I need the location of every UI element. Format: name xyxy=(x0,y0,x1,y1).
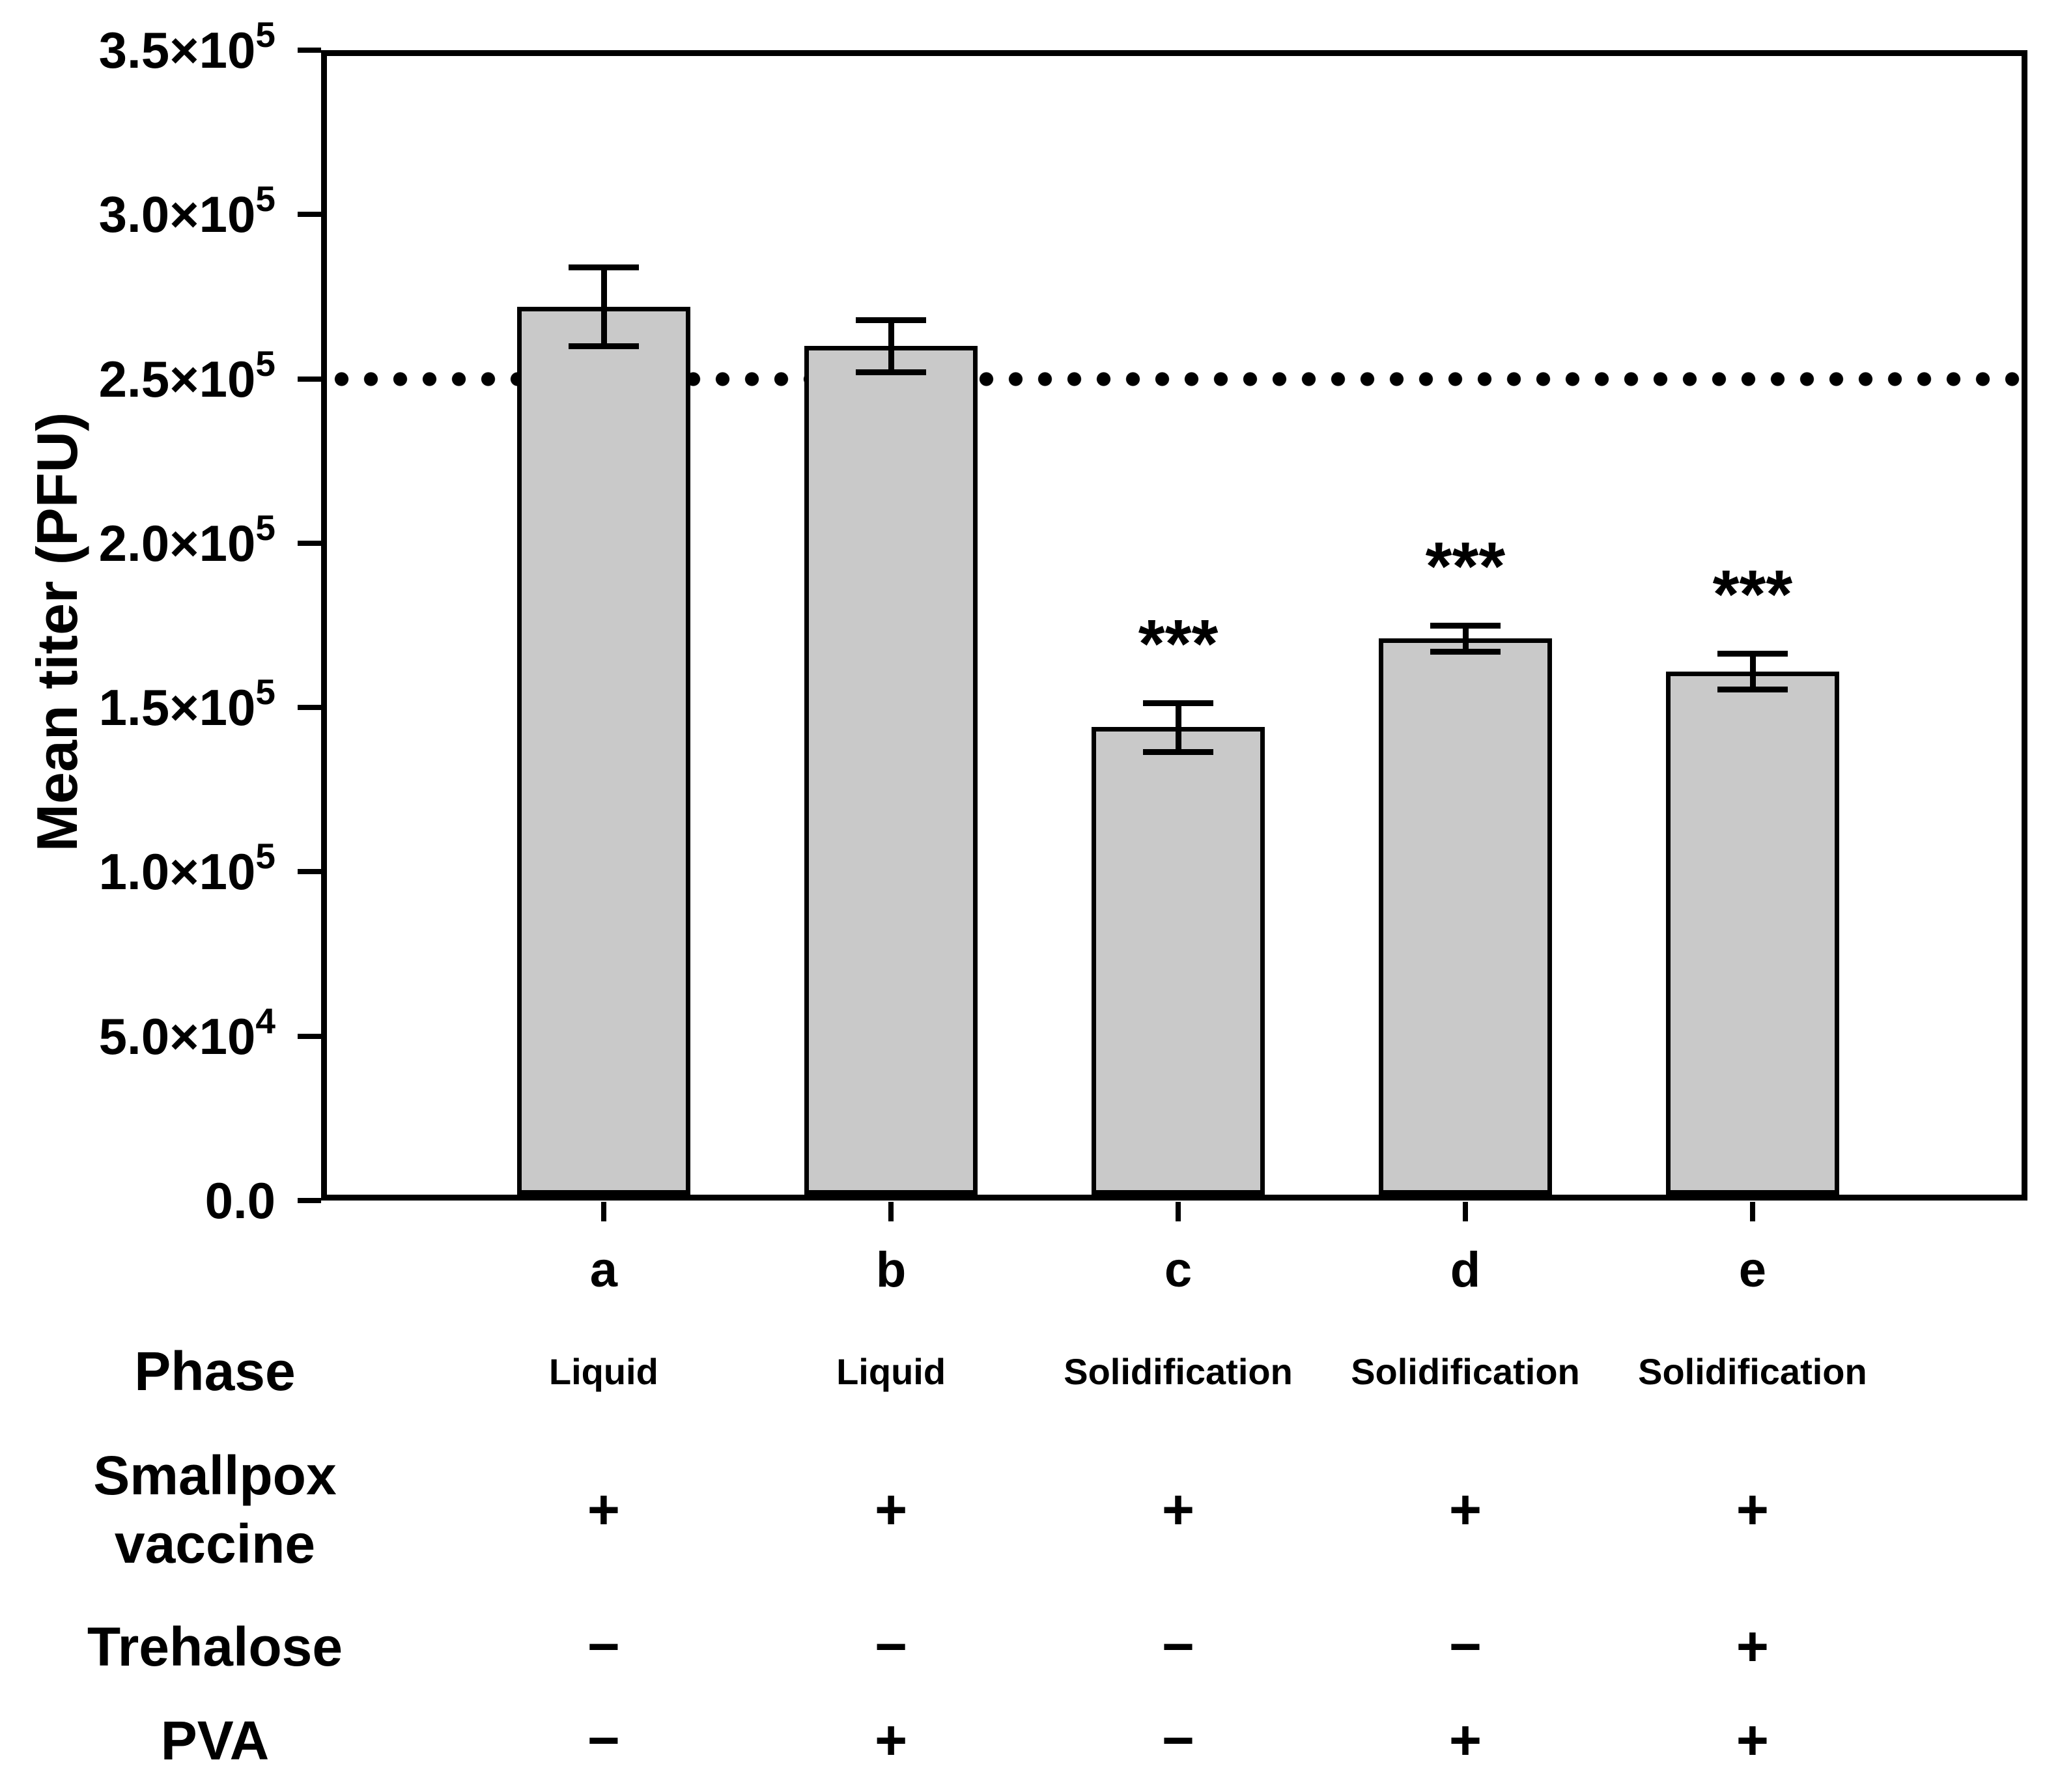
y-axis-tick-5 xyxy=(298,376,321,382)
y-axis-tick-2 xyxy=(298,869,321,875)
table-cell-r2-c2: − xyxy=(1161,1615,1195,1678)
table-cell-r1-c4: + xyxy=(1736,1478,1770,1541)
y-tick-label-6: 3.0×105 xyxy=(98,178,275,244)
error-whisker-b xyxy=(888,319,895,373)
error-cap-bottom-a xyxy=(568,343,639,350)
reference-dotted-line xyxy=(327,371,2022,386)
table-cell-r0-c4: Solidification xyxy=(1638,1350,1867,1392)
y-axis-tick-7 xyxy=(298,48,321,53)
table-cell-r3-c3: + xyxy=(1448,1709,1482,1772)
error-cap-bottom-b xyxy=(856,369,927,376)
table-row-label-3: PVA xyxy=(160,1709,270,1771)
bar-b xyxy=(804,346,978,1195)
table-cell-r3-c0: − xyxy=(587,1709,620,1772)
table-row-label-0: Phase xyxy=(134,1340,296,1402)
table-cell-r1-c3: + xyxy=(1448,1478,1482,1541)
y-tick-exponent-6: 5 xyxy=(255,178,275,220)
category-label-a: a xyxy=(589,1242,617,1298)
x-axis-tick-e xyxy=(1749,1202,1755,1221)
y-tick-exponent-5: 5 xyxy=(255,343,275,384)
table-cell-r0-c3: Solidification xyxy=(1351,1350,1580,1392)
table-cell-r1-c0: + xyxy=(587,1478,620,1541)
error-cap-bottom-d xyxy=(1430,649,1501,655)
y-tick-exponent-4: 5 xyxy=(255,507,275,548)
significance-stars-d: *** xyxy=(1425,528,1506,604)
y-tick-label-2: 1.0×105 xyxy=(98,836,275,901)
table-cell-r2-c0: − xyxy=(587,1615,620,1678)
category-label-c: c xyxy=(1164,1242,1192,1298)
y-axis-title: Mean titer (PFU) xyxy=(25,412,89,852)
table-cell-r0-c1: Liquid xyxy=(836,1350,946,1392)
error-whisker-a xyxy=(600,267,607,347)
error-cap-top-c xyxy=(1143,700,1214,706)
y-axis-tick-0 xyxy=(298,1198,321,1203)
category-label-d: d xyxy=(1450,1242,1481,1298)
error-cap-bottom-e xyxy=(1717,687,1788,693)
y-tick-label-4: 2.0×105 xyxy=(98,507,275,572)
significance-stars-c: *** xyxy=(1138,605,1219,682)
bar-d xyxy=(1378,638,1552,1195)
error-cap-top-e xyxy=(1717,650,1788,657)
error-whisker-c xyxy=(1176,702,1182,752)
table-cell-r2-c3: − xyxy=(1448,1615,1482,1678)
table-cell-r0-c0: Liquid xyxy=(548,1350,658,1392)
y-axis-tick-3 xyxy=(298,705,321,711)
y-tick-label-1: 5.0×104 xyxy=(98,1000,275,1065)
category-label-e: e xyxy=(1738,1242,1767,1298)
error-cap-top-b xyxy=(856,317,927,323)
table-cell-r2-c4: + xyxy=(1736,1615,1770,1678)
significance-stars-e: *** xyxy=(1712,556,1793,633)
x-axis-tick-a xyxy=(600,1202,606,1221)
y-tick-label-5: 2.5×105 xyxy=(98,343,275,408)
y-tick-exponent-7: 5 xyxy=(255,14,275,55)
y-axis-tick-1 xyxy=(298,1033,321,1039)
x-axis-tick-b xyxy=(888,1202,894,1221)
bar-e xyxy=(1665,671,1839,1195)
y-tick-label-3: 1.5×105 xyxy=(98,672,275,737)
table-cell-r1-c2: + xyxy=(1161,1478,1195,1541)
y-tick-exponent-2: 5 xyxy=(255,836,275,877)
table-cell-r3-c4: + xyxy=(1736,1709,1770,1772)
y-axis-tick-6 xyxy=(298,212,321,218)
x-axis-tick-c xyxy=(1176,1202,1181,1221)
table-row-label-2: Trehalose xyxy=(87,1615,343,1677)
error-whisker-e xyxy=(1749,653,1756,690)
table-cell-r3-c2: − xyxy=(1161,1709,1195,1772)
category-label-b: b xyxy=(875,1242,907,1298)
error-whisker-d xyxy=(1462,625,1469,652)
table-cell-r2-c1: − xyxy=(874,1615,908,1678)
error-cap-bottom-c xyxy=(1143,749,1214,756)
table-cell-r1-c1: + xyxy=(874,1478,908,1541)
y-tick-label-7: 3.5×105 xyxy=(98,14,275,79)
table-cell-r0-c2: Solidification xyxy=(1064,1350,1293,1392)
error-cap-top-d xyxy=(1430,623,1501,629)
error-cap-top-a xyxy=(568,264,639,271)
y-axis-tick-4 xyxy=(298,540,321,546)
table-row-label-1: Smallpox vaccine xyxy=(93,1445,337,1574)
bar-c xyxy=(1092,727,1265,1195)
y-tick-exponent-3: 5 xyxy=(255,672,275,713)
table-cell-r3-c1: + xyxy=(874,1709,908,1772)
y-tick-label-0: 0.0 xyxy=(205,1172,275,1229)
x-axis-tick-d xyxy=(1462,1202,1468,1221)
bar-a xyxy=(516,306,690,1195)
y-tick-exponent-1: 4 xyxy=(255,1000,275,1041)
